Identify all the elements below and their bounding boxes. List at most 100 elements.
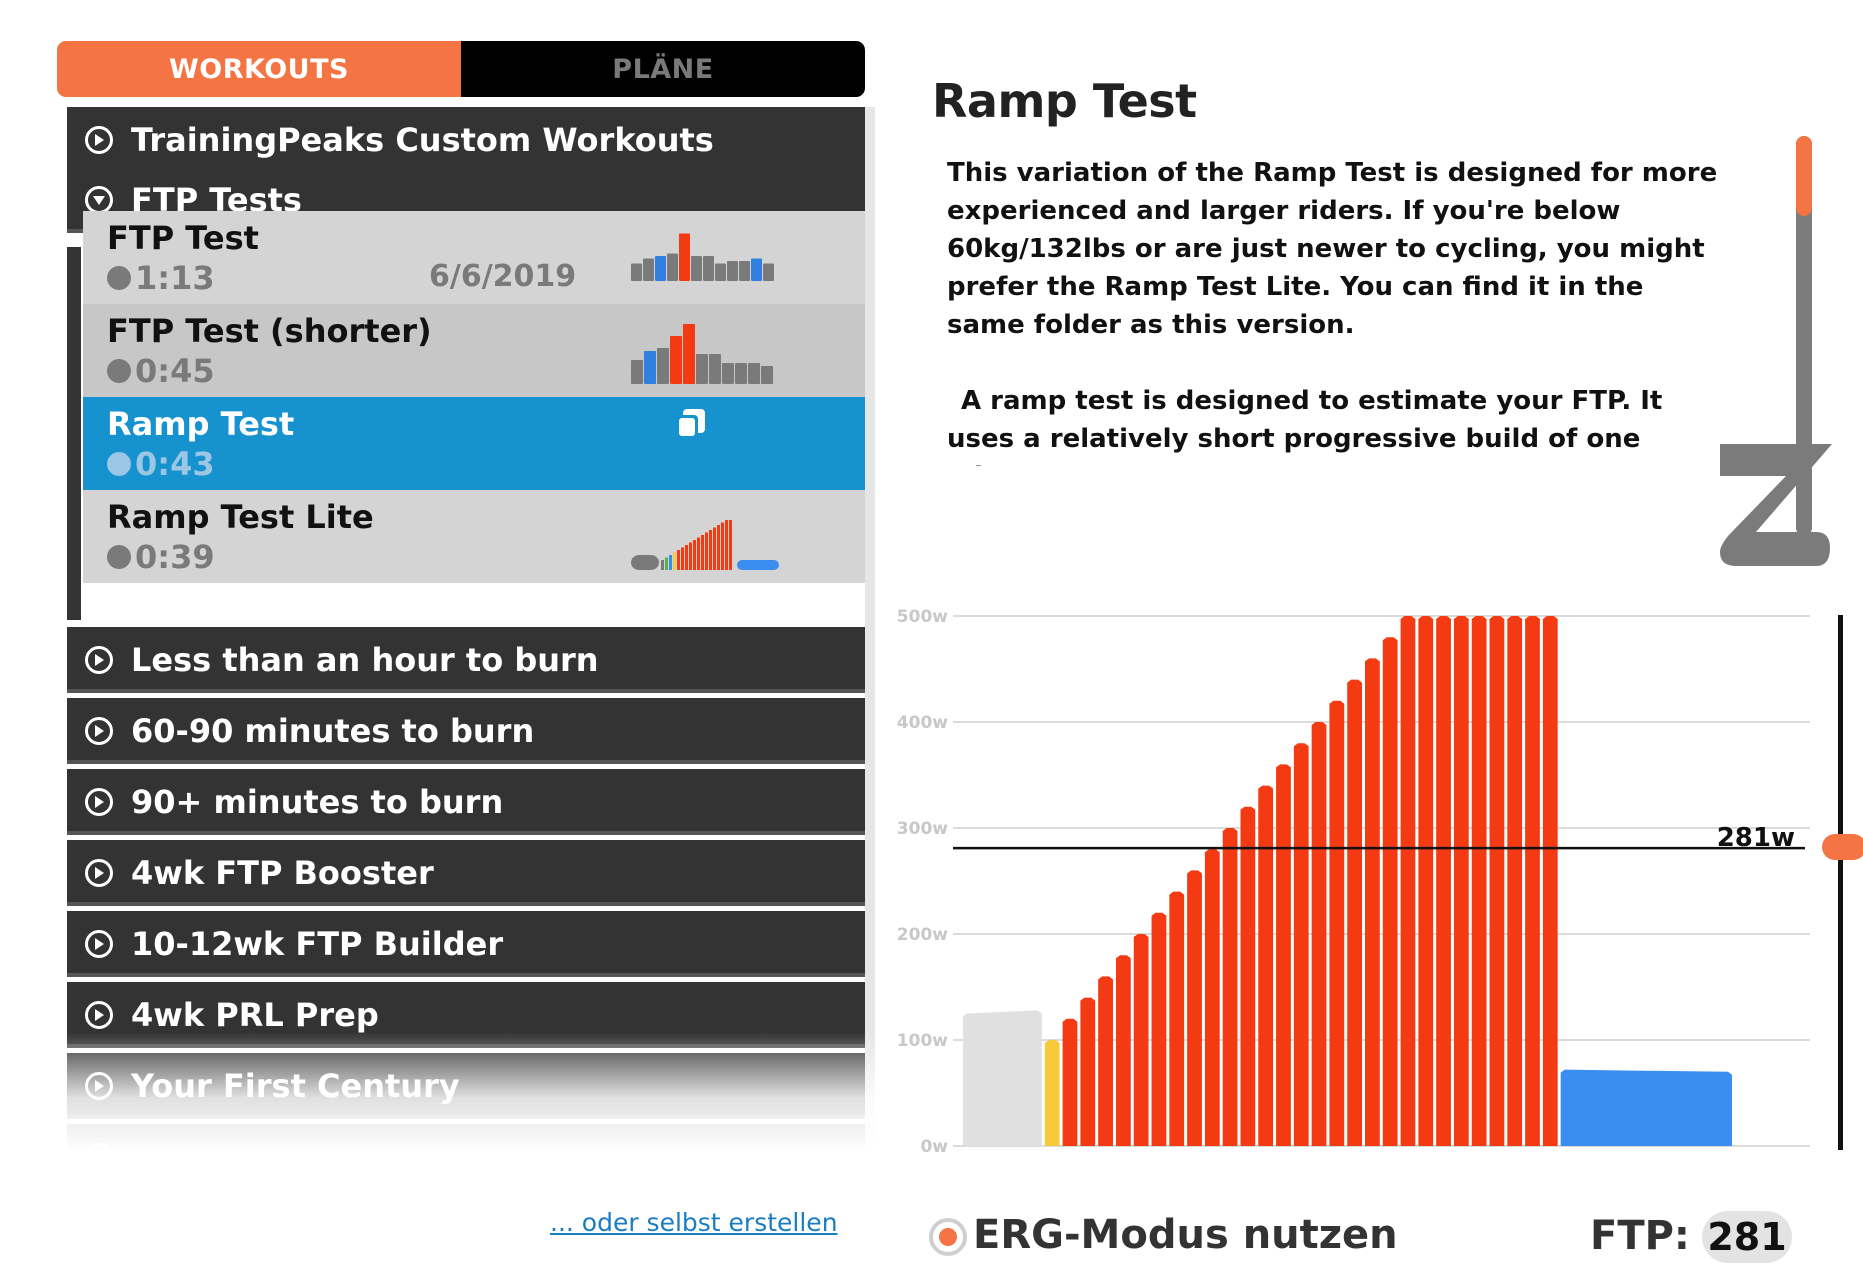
chart-bar-ramp <box>1133 934 1149 1146</box>
workout-row-ramp-test-lite[interactable]: Ramp Test Lite 0:39 <box>83 490 865 583</box>
folder-partial-next[interactable] <box>67 1124 865 1152</box>
mini-profile-bar <box>727 261 738 281</box>
description-scrollbar[interactable] <box>1796 136 1812 536</box>
workout-power-chart: 0w 100w 200w 300w 400w 500w 281w <box>897 607 1810 1157</box>
chart-bar-ramp <box>1115 955 1131 1146</box>
folder-90-plus-minutes[interactable]: 90+ minutes to burn <box>67 769 865 835</box>
chart-bar-ramp <box>1276 764 1291 1146</box>
duration-value: 0:45 <box>135 352 215 390</box>
mini-profile-bar <box>679 233 690 281</box>
down-circle-icon <box>85 186 113 214</box>
workout-description[interactable]: This variation of the Ramp Test is desig… <box>947 154 1727 466</box>
mini-profile-bar <box>689 542 692 570</box>
workout-row-ftp-test-shorter[interactable]: FTP Test (shorter) 0:45 <box>83 304 865 397</box>
folder-10-12wk-ftp-builder[interactable]: 10-12wk FTP Builder <box>67 911 865 977</box>
chart-bar-ramp <box>1204 849 1220 1146</box>
folder-less-than-an-hour[interactable]: Less than an hour to burn <box>67 627 865 693</box>
stopwatch-icon <box>107 545 131 569</box>
chart-bar-ramp <box>1240 806 1256 1146</box>
mini-profile-bar <box>670 336 682 384</box>
chart-bar-ramp <box>1187 870 1202 1146</box>
tab-plans[interactable]: PLÄNE <box>461 41 865 97</box>
mini-profile-bar <box>763 263 774 281</box>
workout-profile-thumbnail <box>631 233 774 281</box>
workout-duration: 0:39 <box>107 538 215 576</box>
ftp-slider-handle[interactable] <box>1822 834 1863 860</box>
mini-profile-bar <box>631 263 642 281</box>
mini-profile-bar <box>705 532 708 570</box>
workout-title: Ramp Test <box>107 405 295 443</box>
mini-profile-bar <box>739 261 750 281</box>
workout-row-ramp-test[interactable]: Ramp Test 0:43 <box>83 397 865 490</box>
tab-bar: WORKOUTS PLÄNE <box>57 41 865 97</box>
mini-profile-bar <box>737 560 779 570</box>
mini-profile-bar <box>665 557 668 570</box>
mini-profile-bar <box>696 354 708 384</box>
duration-value: 0:43 <box>135 445 215 483</box>
ftp-line-label: 281w <box>1717 823 1795 853</box>
play-circle-icon <box>85 1001 113 1029</box>
folder-label: 60-90 minutes to burn <box>131 712 535 750</box>
y-tick-label: 0w <box>920 1137 948 1157</box>
chart-bar-ramp <box>1471 616 1487 1146</box>
mini-profile-bar <box>722 363 734 384</box>
y-tick-label: 400w <box>897 713 948 733</box>
stopwatch-icon <box>107 452 131 476</box>
folder-your-first-century[interactable]: Your First Century <box>67 1053 865 1119</box>
chart-bar-ramp <box>1365 658 1380 1146</box>
ftp-slider-track[interactable] <box>1838 615 1843 1150</box>
chart-bar-ramp <box>1489 616 1505 1146</box>
folder-4wk-prl-prep[interactable]: 4wk PRL Prep <box>67 982 865 1048</box>
mini-profile-bar <box>667 253 678 281</box>
workout-title: FTP Test <box>107 219 259 257</box>
workout-detail-title: Ramp Test <box>932 74 1197 128</box>
chart-bar-ramp <box>1329 700 1345 1146</box>
workout-profile-thumbnail <box>631 324 773 384</box>
mini-profile-bar <box>677 550 680 570</box>
erg-mode-radio[interactable] <box>929 1218 967 1256</box>
play-circle-icon <box>85 126 113 154</box>
folder-4wk-ftp-booster[interactable]: 4wk FTP Booster <box>67 840 865 906</box>
folder-label: Less than an hour to burn <box>131 641 599 679</box>
mini-profile-bar <box>693 540 696 570</box>
folder-60-90-minutes[interactable]: 60-90 minutes to burn <box>67 698 865 764</box>
chart-bar-cooldown <box>1560 1069 1732 1146</box>
chart-bar-ramp <box>1453 616 1469 1146</box>
create-workout-link[interactable]: ... oder selbst erstellen <box>550 1208 838 1237</box>
ftp-input[interactable]: 281 <box>1702 1211 1792 1263</box>
description-scrollbar-thumb[interactable] <box>1796 136 1812 216</box>
mini-profile-bar <box>673 552 676 570</box>
chart-bar-ramp <box>1080 997 1096 1146</box>
folder-label: 4wk FTP Booster <box>131 854 434 892</box>
mini-profile-bar <box>717 525 720 570</box>
chart-bar-ramp <box>1400 616 1416 1146</box>
chart-bar-ramp <box>1436 616 1451 1146</box>
mini-profile-bar <box>725 520 728 570</box>
chart-bar-ramp <box>1062 1018 1078 1146</box>
workout-row-ftp-test[interactable]: FTP Test 1:13 6/6/2019 <box>83 211 865 304</box>
folder-trainingpeaks-custom-workouts[interactable]: TrainingPeaks Custom Workouts <box>67 107 865 173</box>
workout-list[interactable]: TrainingPeaks Custom Workouts FTP Tests … <box>57 107 875 1152</box>
mini-profile-bar <box>721 522 724 570</box>
chart-bar-ramp <box>1525 616 1540 1146</box>
mini-profile-bar <box>748 363 760 384</box>
mini-profile-bar <box>713 527 716 570</box>
stopwatch-icon <box>107 359 131 383</box>
y-tick-label: 300w <box>897 819 948 839</box>
copy-icon[interactable] <box>674 407 708 441</box>
tab-workouts[interactable]: WORKOUTS <box>57 41 461 97</box>
list-scrollbar[interactable] <box>865 107 875 1152</box>
y-tick-label: 200w <box>897 925 948 945</box>
folder-label: 10-12wk FTP Builder <box>131 925 504 963</box>
chart-bar-ramp <box>1542 616 1558 1146</box>
mini-profile-bar <box>761 366 773 384</box>
mini-profile-bar <box>669 555 672 570</box>
mini-profile-bar <box>729 520 732 570</box>
play-circle-icon <box>85 717 113 745</box>
play-circle-icon <box>85 1072 113 1100</box>
folder-open-indicator <box>67 247 81 620</box>
folder-label: 90+ minutes to burn <box>131 783 504 821</box>
ftp-label: FTP: <box>1590 1213 1690 1259</box>
chart-bar-ramp <box>1382 637 1398 1146</box>
mini-profile-bar <box>657 348 669 384</box>
